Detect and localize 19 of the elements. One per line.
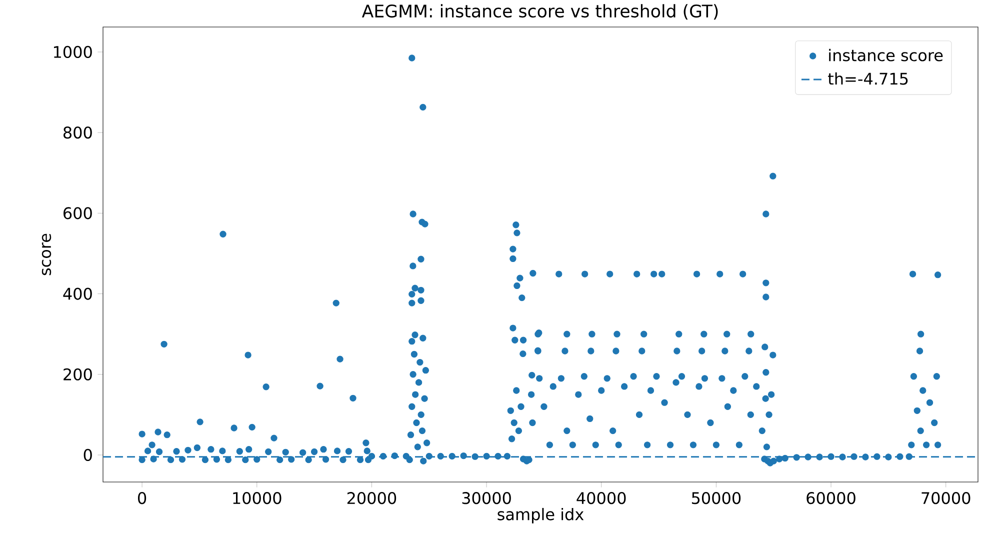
y-axis-title: score [42,234,52,276]
y-tick-label: 200 [64,368,92,380]
x-axis-title: sample idx [498,508,584,524]
x-tick-label: 60000 [806,492,856,504]
x-tick-label: 20000 [347,492,396,504]
y-tick-label: 800 [64,126,92,139]
x-tick-label: 30000 [462,492,511,504]
legend-label: th=-4.715 [828,72,908,85]
y-tick-label: 1000 [54,46,92,58]
y-tick-label: 400 [63,288,92,300]
x-tick-label: 40000 [576,492,626,504]
y-tick-label: 600 [64,207,92,220]
x-tick-label: 0 [138,492,146,504]
chart-title: AEGMM: instance score vs threshold (GT) [362,4,718,20]
x-tick-label: 10000 [233,492,282,504]
x-tick-label: 70000 [922,492,970,504]
x-tick-label: 50000 [692,492,741,504]
legend-label: instance score [829,48,943,62]
y-tick-label: 0 [84,448,92,462]
